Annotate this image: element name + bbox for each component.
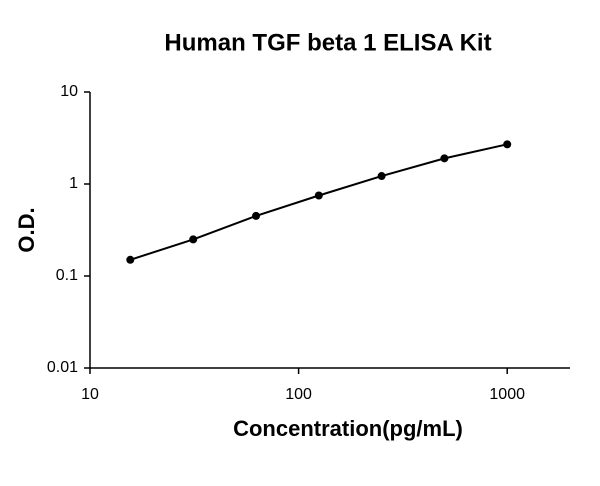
- point: [314, 191, 323, 200]
- x-tick-label: 100: [285, 386, 312, 403]
- point: [503, 140, 512, 149]
- y-tick-label: 1: [69, 175, 78, 192]
- point: [252, 211, 261, 220]
- point: [126, 255, 135, 264]
- point: [440, 154, 449, 163]
- y-tick-label: 0.1: [56, 267, 78, 284]
- point: [189, 235, 198, 244]
- x-axis-label: Concentration(pg/mL): [233, 416, 463, 441]
- y-tick-label: 10: [60, 83, 78, 100]
- fit-line: [129, 143, 508, 261]
- point: [377, 172, 386, 181]
- x-tick-label: 10: [81, 386, 99, 403]
- y-axis-label: O.D.: [14, 207, 39, 252]
- chart-title: Human TGF beta 1 ELISA Kit: [164, 29, 491, 56]
- x-tick-label: 1000: [489, 386, 525, 403]
- y-tick-label: 0.01: [47, 359, 78, 376]
